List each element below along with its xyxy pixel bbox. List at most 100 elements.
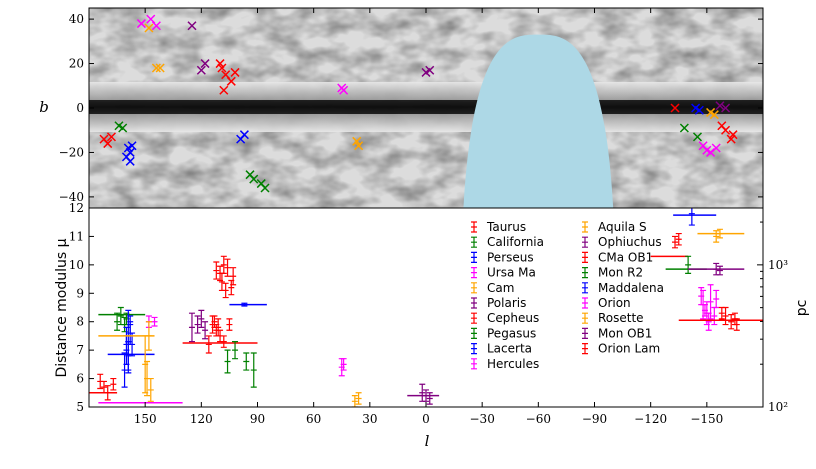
legend-label: Lacerta — [487, 342, 532, 356]
distance-point — [211, 315, 218, 328]
map-marker-aquila-s — [354, 141, 364, 151]
extinction-map-background — [89, 8, 763, 208]
distance-panel: 150 120 90 60 30 0 −30 −60 −90 −120 −150 567891011… — [54, 8, 810, 450]
map-marker-taurus — [103, 139, 113, 149]
y-tick-label: 11 — [69, 229, 84, 243]
map-y-tick-label: −40 — [59, 190, 84, 204]
legend-swatch — [471, 327, 477, 339]
legend-label: Mon OB1 — [598, 326, 652, 340]
map-y-axis: 40 20 0 −20 −40 — [59, 12, 763, 204]
distance-point — [250, 352, 257, 388]
map-marker-orion — [698, 141, 708, 151]
distance-point — [698, 287, 705, 306]
distance-point — [716, 228, 723, 239]
distance-point — [426, 392, 433, 405]
distance-point — [213, 323, 220, 337]
masked-region — [463, 34, 614, 208]
distance-point — [188, 312, 195, 343]
legend-label: Taurus — [486, 220, 526, 234]
map-marker-orion — [711, 143, 721, 153]
map-marker-mon-ob1 — [715, 101, 725, 111]
map-marker-cma-ob1 — [721, 125, 731, 135]
series-hercules — [338, 358, 347, 377]
legend-swatch — [471, 282, 477, 294]
distance-y-label: Distance modulus μ — [54, 238, 70, 377]
distance-point — [151, 316, 158, 327]
map-marker-ophiuchus — [421, 67, 431, 77]
distance-point — [419, 383, 426, 402]
legend-swatch — [471, 297, 477, 309]
map-marker-perseus — [127, 141, 137, 151]
map-marker-lacerta — [236, 134, 246, 144]
distance-x-label: l — [425, 432, 430, 450]
distance-y-axis: 5 6 7 8 9 10 11 12 — [69, 201, 94, 414]
distance-point — [145, 321, 152, 351]
map-marker-taurus — [106, 132, 116, 142]
legend-label: California — [487, 235, 544, 249]
legend-swatch — [471, 343, 477, 355]
legend-label: Pegasus — [487, 326, 536, 340]
series-orion-lam — [678, 306, 763, 331]
distance-point — [213, 261, 220, 280]
legend-swatch — [582, 236, 588, 248]
distance-point — [716, 265, 723, 276]
map-marker-california — [118, 123, 128, 133]
distance-series — [89, 208, 763, 407]
distance-point — [688, 208, 695, 226]
legend-swatch — [471, 251, 477, 263]
distance-point — [228, 279, 235, 296]
map-y-tick-label: 20 — [69, 57, 84, 71]
distance-point — [121, 352, 128, 388]
distance-point — [218, 272, 225, 292]
distance-point — [100, 380, 107, 394]
y-tick-label: 10 — [69, 258, 84, 272]
legend-swatch — [582, 221, 588, 233]
distance-plot-area — [89, 208, 763, 407]
distance-point — [220, 335, 227, 348]
series-taurus — [89, 373, 118, 401]
y-tick-label: 6 — [76, 372, 84, 386]
x-tick-label: −90 — [582, 412, 607, 426]
distance-point — [97, 373, 104, 390]
map-marker-orion — [706, 147, 716, 157]
legend-label: Hercules — [487, 357, 539, 371]
x-tick-label: 60 — [306, 412, 321, 426]
legend-label: Ursa Ma — [487, 266, 536, 280]
distance-point — [147, 377, 154, 402]
legend-label: Cepheus — [487, 311, 539, 325]
legend-label: Aquila S — [598, 220, 647, 234]
distance-point — [672, 235, 679, 249]
map-marker-polaris — [196, 65, 206, 75]
legend-label: Rosette — [598, 311, 644, 325]
series-rosette — [697, 228, 745, 243]
legend-swatch — [471, 267, 477, 279]
legend-swatch — [582, 312, 588, 324]
distance-point — [733, 318, 740, 331]
distance-point — [142, 335, 149, 394]
distance-point — [110, 377, 117, 391]
map-y-tick-label: 0 — [76, 101, 84, 115]
distance-point — [713, 230, 720, 243]
legend-swatch — [471, 312, 477, 324]
legend-label: Polaris — [487, 296, 526, 310]
y-tick-label: 9 — [76, 286, 84, 300]
distance-point — [713, 262, 720, 276]
legend-swatch — [471, 221, 477, 233]
map-marker-mon-r2 — [679, 123, 689, 133]
distance-point — [198, 309, 205, 328]
y-tick-label: 8 — [76, 315, 84, 329]
legend-label: Orion Lam — [598, 342, 660, 356]
y-tick-label: 12 — [69, 201, 84, 215]
distance-point — [224, 258, 231, 277]
distance-y2-label: pc — [794, 300, 810, 317]
legend-label: Maddalena — [598, 281, 664, 295]
x-tick-label: −30 — [470, 412, 495, 426]
map-marker-pegasus — [249, 174, 259, 184]
x-tick-label: 150 — [134, 412, 157, 426]
distance-point — [194, 315, 201, 334]
map-marker-cepheus — [226, 76, 236, 86]
map-marker-mon-r2 — [692, 132, 703, 142]
y2-tick-label: 10³ — [768, 258, 788, 272]
